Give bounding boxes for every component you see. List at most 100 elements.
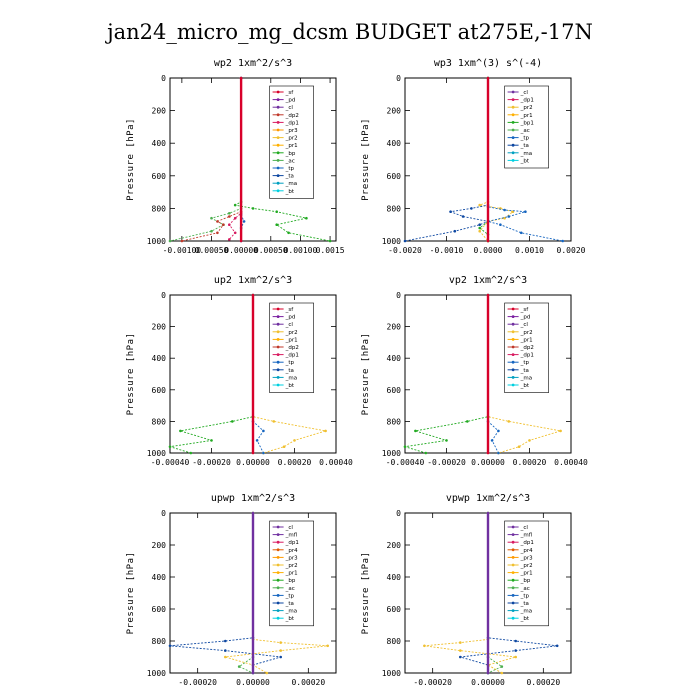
legend-marker [276,136,280,140]
series-line-bp1 [478,78,489,241]
x-tick-label: 0.00000 [236,458,270,467]
x-tick-label: 0.00040 [554,458,588,467]
data-point-tp [262,451,265,455]
legend-marker [276,330,280,334]
data-point-dp2 [414,429,417,433]
data-point-tp [507,215,511,218]
x-tick-label: -0.00020 [413,678,452,687]
data-point-dp2 [466,420,469,423]
legend-marker [511,383,515,387]
legend-entry: _bp [520,578,531,584]
legend-marker [511,571,515,574]
y-tick-label: 400 [387,139,402,148]
legend-entry: _dp2 [520,345,534,351]
legend-entry: _pr3 [520,555,534,561]
legend-marker [276,189,280,193]
y-tick-label: 200 [387,107,402,116]
y-tick-label: 800 [387,637,402,646]
panel-title: vpwp 1xm^2/s^3 [446,493,530,504]
legend-entry: _pr2 [520,330,533,336]
legend-marker [276,616,280,620]
data-point-tp [255,439,259,442]
data-point-ta [453,229,457,233]
y-tick-label: 200 [152,541,167,550]
data-point-dp2 [445,439,448,442]
data-point-cl [251,671,255,675]
data-point-ta [514,639,517,643]
legend-marker [511,330,515,334]
legend-entry: _cl [285,105,294,111]
x-tick-label: 0.0000 [474,246,503,255]
legend-entry: _pr2 [285,563,298,569]
legend-entry: _pr1 [520,337,533,343]
legend-entry: _tp [520,360,530,366]
legend-entry: _ma [285,375,297,381]
legend-marker [511,90,515,94]
legend-entry: _pr3 [285,128,299,134]
chart-panel-5: upwp 1xm^2/s^3 Pressure [hPa] 0 200 400 600 80… [126,493,337,687]
legend-entry: _sf [285,90,295,96]
legend-entry: _cl [520,322,529,328]
data-point-ta [555,644,559,648]
y-tick-label: 800 [387,204,402,213]
data-point-ta [403,239,407,243]
data-point-tp [497,429,500,433]
data-point-ta [224,639,227,643]
data-point-dp2 [222,223,225,226]
legend-entry: _ac [520,586,530,592]
x-tick-label: 0.00050 [254,246,288,255]
x-tick-label: -0.00040 [151,458,190,467]
legend-marker [511,315,515,318]
y-tick-label: 0 [161,291,166,300]
legend-entry: _cl [285,322,294,328]
legend-entry: _tp [285,593,295,599]
data-point-sf [251,293,255,297]
data-point-tp [524,210,527,213]
data-point-dp2 [180,239,184,243]
data-point-dp1 [228,223,231,226]
figure-title: jan24_micro_mg_dcsm BUDGET at275E,-17N [107,20,593,44]
legend-marker [276,98,280,101]
legend-entry: _ma [285,609,297,615]
legend-marker [276,345,280,349]
legend-entry: _tp [285,360,295,366]
x-tick-label: 0.00000 [236,678,270,687]
legend-entry: _ta [285,601,294,607]
legend-entry: _pd [520,315,531,321]
legend-marker [276,174,280,178]
y-tick-label: 1000 [382,237,401,246]
data-point-pr2 [517,445,521,449]
series-line-ta [460,513,558,673]
y-tick-label: 200 [387,541,402,550]
legend-marker [511,525,515,529]
legend-entry: _ta [520,368,529,374]
legend-marker [276,376,280,379]
legend-entry: _cl [285,525,294,531]
y-tick-label: 0 [396,291,401,300]
panel-title: wp2 1xm^2/s^3 [214,58,292,69]
data-point-ac [210,216,213,220]
series-line-dp2 [169,295,254,454]
y-tick-label: 1000 [147,237,166,246]
legend-marker [276,556,280,559]
data-point-sf [251,451,255,455]
legend-marker [276,563,280,567]
data-point-bp [328,239,332,243]
legend-entry: _pr1 [285,571,298,577]
x-tick-label: -0.0020 [388,246,422,255]
legend-marker [511,594,515,597]
data-point-dp2 [189,451,193,455]
legend-marker [276,159,280,162]
y-tick-label: 800 [387,417,402,426]
y-tick-label: 0 [161,509,166,518]
data-point-ta [224,649,227,652]
legend-marker [276,181,280,185]
legend-entry: _bt [285,616,295,622]
legend-marker [276,105,280,109]
legend-marker [511,121,515,124]
legend-entry: _ta [520,143,529,149]
data-point-cl [486,671,490,675]
legend-marker [511,128,515,132]
legend-marker [276,322,280,326]
